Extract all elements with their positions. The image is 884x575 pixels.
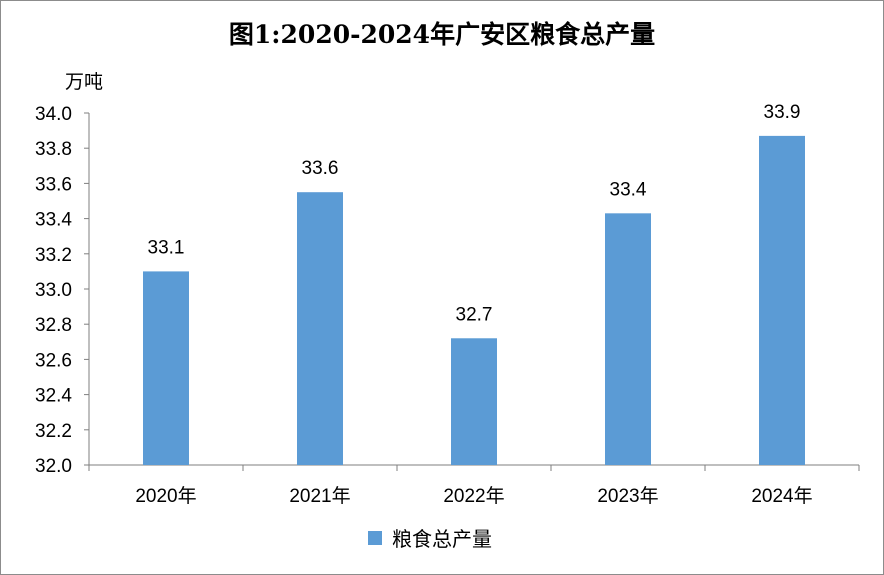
y-tick-label: 32.0 [35, 456, 72, 477]
x-category-label: 2021年 [289, 485, 350, 507]
y-tick-label: 33.2 [35, 245, 72, 266]
legend-swatch [368, 531, 382, 545]
x-category-label: 2020年 [135, 485, 196, 507]
bar [143, 271, 189, 465]
y-axis-unit-label: 万吨 [65, 71, 104, 93]
bar [297, 192, 343, 465]
bar-value-label: 33.6 [302, 158, 339, 179]
y-tick-label: 34.0 [35, 104, 72, 125]
chart-title: 图1:2020-2024年广安区粮食总产量 [228, 20, 656, 49]
y-tick-label: 33.0 [35, 280, 72, 301]
y-tick-label: 33.4 [35, 210, 72, 231]
y-tick-label: 32.8 [35, 315, 72, 336]
x-category-label: 2023年 [597, 485, 658, 507]
y-tick-label: 32.2 [35, 421, 72, 442]
bar-value-label: 32.7 [456, 304, 493, 325]
bar [605, 213, 651, 465]
x-category-label: 2024年 [751, 485, 812, 507]
bar [451, 338, 497, 465]
y-tick-label: 33.8 [35, 139, 72, 160]
legend: 粮食总产量 [368, 528, 492, 551]
bar-value-label: 33.4 [610, 179, 647, 200]
x-category-label: 2022年 [443, 485, 504, 507]
axes: 32.0 32.2 32.4 32.6 32.8 33.0 33.2 33.4 33.6 33.8… [35, 104, 860, 507]
y-tick-label: 32.4 [35, 386, 72, 407]
bar-value-label: 33.9 [764, 102, 801, 123]
y-tick-label: 32.6 [35, 350, 72, 371]
data-labels: 33.1 33.6 32.7 33.4 33.9 [148, 102, 801, 325]
bar [759, 135, 805, 465]
y-tick-label: 33.6 [35, 174, 72, 195]
bar-value-label: 33.1 [148, 237, 185, 258]
bars [143, 135, 805, 465]
legend-label: 粮食总产量 [392, 528, 492, 551]
